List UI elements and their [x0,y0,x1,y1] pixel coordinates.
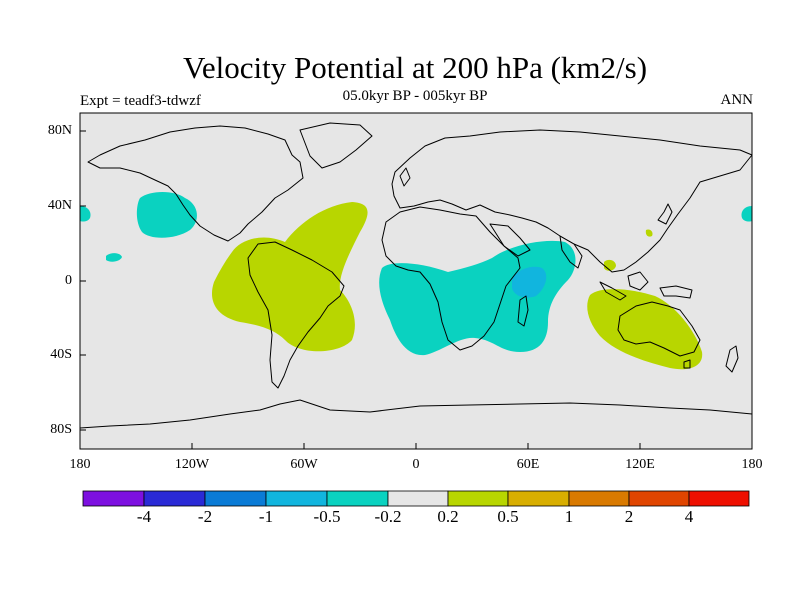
chart-subtitle: 05.0kyr BP - 005kyr BP [342,88,488,104]
coastline-tasmania [683,359,691,369]
colorbar-label-1: -4 [136,507,152,526]
x-tick-label-180w: 180 [69,457,91,472]
coastline-antarctica [79,399,753,429]
axis-ticks [79,130,753,449]
x-tick-label-60e: 60E [516,457,540,472]
contour-region-australia-positive [587,289,703,370]
contour-region-pacific-west-edge-negative [80,206,91,222]
colorbar-box-3 [204,490,267,507]
colorbar-box-6 [387,490,449,507]
coastline-indian-subcontinent [559,235,583,269]
colorbar-box-7 [447,490,509,507]
y-tick-label-40s: 40S [50,347,72,362]
coastline-greenland [299,122,373,169]
colorbar-box-5 [326,490,389,507]
colorbar-label-7: 0.5 [497,507,519,526]
colorbar-label-4: -0.5 [313,507,341,526]
contour-region-japan-positive [645,229,653,237]
colorbar-box-2 [143,490,206,507]
x-tick-label-120w: 120W [174,457,210,472]
x-tick-label-60w: 60W [290,457,318,472]
season-label: ANN [720,92,754,108]
coastline-borneo-sumatra [599,271,649,301]
colorbar-label-5: -0.2 [374,507,402,526]
coastline-south-america [247,241,345,389]
experiment-label: Expt = teadf3-tdwzf [80,93,201,109]
coastline-new-zealand [725,345,739,373]
coastline-new-guinea [659,285,693,299]
coastline-japan [657,203,673,225]
chart-title: Velocity Potential at 200 hPa (km2/s) [182,50,648,85]
coastline-arabia [489,223,531,257]
colorbar-label-3: -1 [258,507,274,526]
coastline-africa [381,206,521,351]
coastline-madagascar [517,295,529,327]
colorbar-box-10 [628,490,690,507]
contour-region-south-america-positive [211,202,368,352]
colorbar-label-2: -2 [197,507,213,526]
colorbar-box-1 [82,490,145,507]
coastline-north-america [87,125,304,242]
coastline-australia [617,301,701,357]
x-tick-label-0: 0 [412,457,420,472]
contour-region-small-pacific-negative [106,253,122,262]
colorbar [82,490,750,507]
colorbar-box-11 [688,490,750,507]
y-tick-label-40n: 40N [47,198,72,213]
colorbar-box-9 [568,490,630,507]
contour-region-indian-ocean-stronger-negative [512,266,547,298]
x-tick-label-120e: 120E [625,457,655,472]
coastline-eurasia [391,129,753,273]
y-tick-label-80n: 80N [47,123,72,138]
y-tick-label-80s: 80S [50,422,72,437]
coastline-uk [399,167,411,187]
x-tick-label-180e: 180 [741,457,763,472]
colorbar-label-8: 1 [564,507,574,526]
colorbar-box-4 [265,490,328,507]
colorbar-box-8 [507,490,570,507]
colorbar-label-10: 4 [684,507,694,526]
contour-region-pacific-east-edge-negative [741,206,752,222]
coastlines [79,122,753,429]
contour-fills [80,192,752,370]
y-tick-label-0: 0 [65,273,72,288]
colorbar-label-6: 0.2 [437,507,459,526]
colorbar-label-9: 2 [624,507,634,526]
